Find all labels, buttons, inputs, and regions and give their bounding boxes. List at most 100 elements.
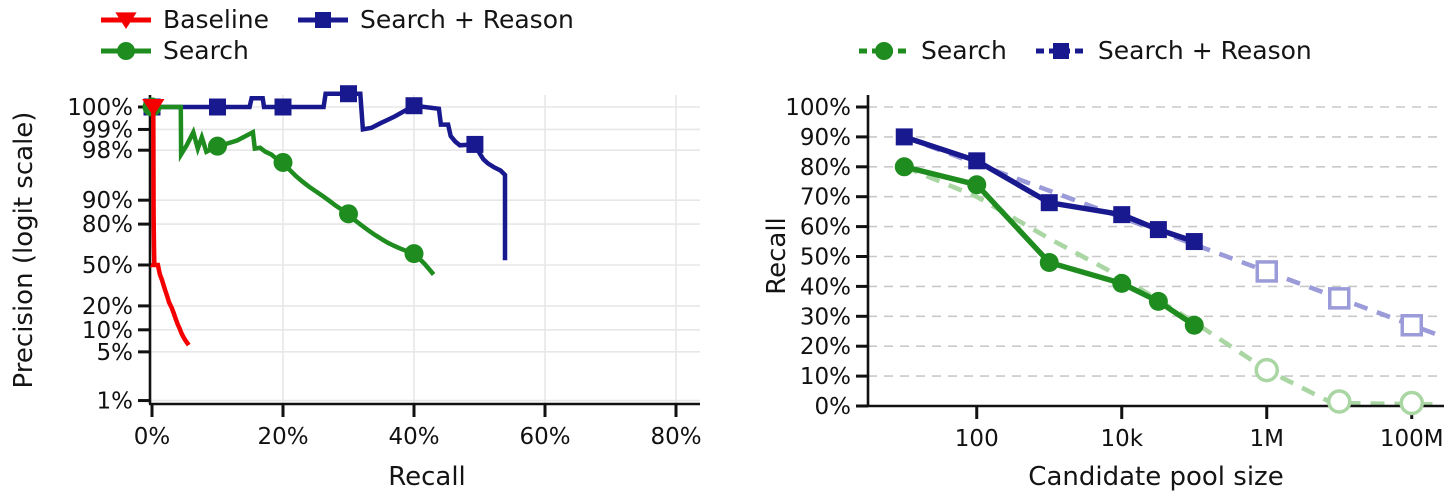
left-x-tick-label: 0% (134, 424, 171, 450)
right-x-tick-label: 1M (1250, 426, 1284, 452)
left-x-tick-label: 80% (650, 424, 701, 450)
right-x-tick-label: 100M (1380, 426, 1444, 452)
series-marker (1185, 233, 1203, 251)
right-y-tick-label: 20% (800, 334, 851, 360)
left-x-tick-label: 20% (257, 424, 308, 450)
left-y-tick-label: 100% (67, 95, 133, 121)
right-y-tick-label: 70% (800, 185, 851, 211)
left-chart: 1%5%10%20%50%80%90%98%99%100%0% 20% 40% 60%… (67, 85, 702, 450)
right-chart-x-axis-label: Candidate pool size (1028, 462, 1284, 492)
legend-marker-glyph (115, 12, 137, 30)
series-line (152, 104, 436, 276)
legend-label-search: Search (163, 36, 249, 65)
legend-marker-glyph (117, 42, 135, 60)
legend-item-search: Search (100, 37, 249, 65)
legend-marker-glyph (315, 12, 331, 28)
series-marker (1040, 194, 1058, 212)
right-y-tick-label: 10% (800, 364, 851, 390)
right-y-tick-label: 90% (800, 125, 851, 151)
legend-left-row-2: Search (100, 37, 574, 65)
left-x-tick-label: 60% (519, 424, 570, 450)
right-x-tick-label: 10k (1100, 426, 1143, 452)
legend-label-search-right: Search (921, 36, 1007, 65)
legend-item-search-reason: Search + Reason (297, 6, 574, 34)
search-legend-marker-icon (101, 42, 151, 60)
right-chart-y-axis-label: Recall (762, 217, 792, 295)
legend-right: Search Search + Reason (858, 37, 1312, 65)
legend-marker-glyph (875, 42, 893, 60)
series-marker (466, 135, 484, 153)
left-series-baseline (142, 99, 191, 347)
right-y-tick-label: 40% (800, 274, 851, 300)
left-y-tick-label: 98% (82, 138, 133, 164)
series-marker (208, 136, 227, 156)
right-chart-gridlines (868, 106, 1444, 377)
left-y-tick-label: 10% (82, 318, 133, 344)
right-y-tick-label: 50% (800, 245, 851, 271)
left-y-tick-label: 80% (82, 212, 133, 238)
series-marker (1113, 206, 1131, 224)
series-marker (142, 99, 165, 117)
series-marker (1039, 252, 1059, 272)
series-line (149, 106, 191, 347)
right-x-tick-label: 100 (955, 426, 999, 452)
series-extrapolated-marker (1399, 390, 1424, 416)
legend-item-search-reason-right: Search + Reason (1035, 37, 1312, 65)
series-marker (404, 244, 424, 264)
right-y-tick-label: 0% (815, 394, 852, 420)
left-series-search-reason (143, 85, 508, 261)
series-extrapolated-marker (1400, 314, 1423, 337)
legend-item-search-right: Search (858, 37, 1007, 65)
series-marker (273, 152, 293, 172)
series-marker (894, 157, 914, 177)
right-chart: 0% 10% 20% 30% 40% 50% 60% 70% 80% 90% 100% 100 10k 1… (785, 95, 1444, 452)
left-y-tick-label: 99% (82, 117, 133, 143)
series-line (152, 91, 508, 261)
series-marker (1148, 291, 1168, 311)
legend-right-row-1: Search Search + Reason (858, 37, 1312, 65)
series-marker (209, 98, 226, 116)
series-marker (405, 97, 423, 115)
legend-label-baseline: Baseline (163, 5, 269, 34)
series-marker (274, 98, 292, 116)
left-y-tick-label: 50% (82, 253, 133, 279)
left-y-tick-label: 5% (97, 340, 134, 366)
left-chart-y-axis-label: Precision (logit scale) (9, 111, 39, 389)
search-reason-legend-marker-icon (298, 12, 348, 28)
legend-label-search-reason-right: Search + Reason (1097, 36, 1312, 65)
search-reason-dashed-legend-marker-icon (1035, 43, 1086, 59)
series-extrapolated-marker (1255, 260, 1278, 283)
series-marker (340, 85, 357, 103)
left-chart-x-axis-label: Recall (388, 462, 466, 492)
baseline-legend-marker-icon (101, 12, 151, 30)
right-series-search (894, 157, 1424, 416)
series-extrapolated-marker (1254, 357, 1279, 383)
right-y-tick-label: 60% (800, 215, 851, 241)
series-marker (1112, 273, 1132, 293)
right-series-search-reason (895, 128, 1423, 337)
left-y-tick-label: 1% (97, 389, 134, 415)
series-extrapolated-marker (1327, 389, 1352, 414)
search-dashed-legend-marker-icon (859, 42, 909, 60)
left-y-tick-label: 20% (82, 294, 133, 320)
legend-item-baseline: Baseline (100, 6, 269, 34)
series-marker (895, 128, 913, 146)
left-y-tick-label: 90% (82, 188, 133, 214)
series-extrapolated-marker (1328, 287, 1351, 310)
left-series-search (142, 97, 436, 276)
right-y-tick-label: 100% (785, 95, 851, 121)
series-marker (1149, 221, 1167, 239)
legend-label-search-reason: Search + Reason (360, 5, 574, 34)
right-y-tick-label: 30% (800, 304, 851, 330)
legend-left: Baseline Search + Reason Search (100, 6, 574, 65)
right-y-tick-label: 80% (800, 155, 851, 181)
series-marker (968, 152, 986, 170)
series-marker (1184, 315, 1204, 335)
legend-marker-glyph (1052, 43, 1069, 59)
left-x-tick-label: 40% (388, 424, 439, 450)
legend-left-row-1: Baseline Search + Reason (100, 6, 574, 34)
series-marker (339, 204, 358, 224)
series-marker (967, 175, 987, 195)
